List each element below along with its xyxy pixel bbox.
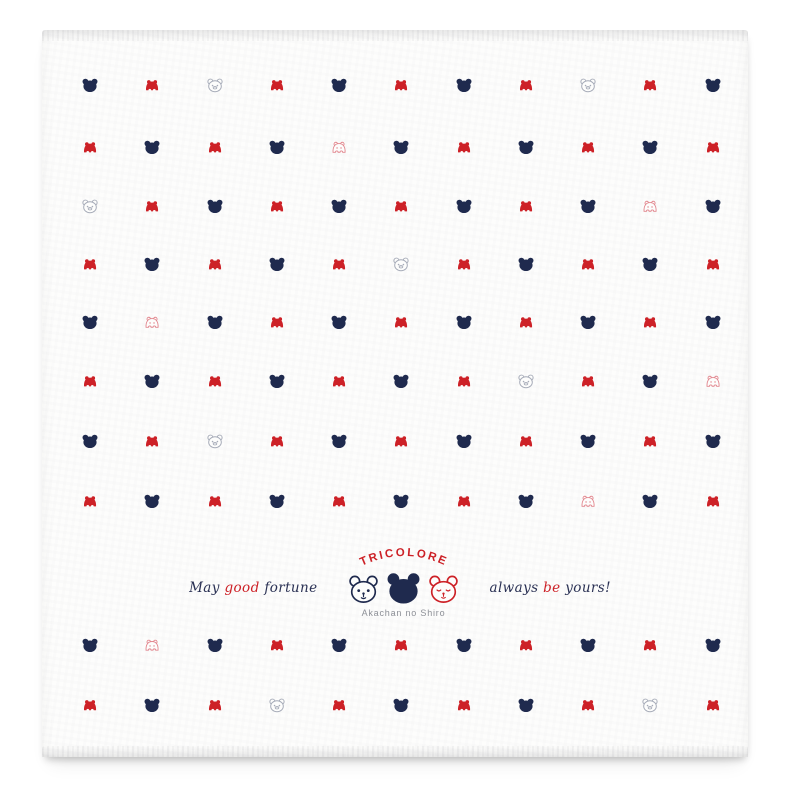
navy-solid-bear-icon <box>387 573 420 604</box>
fortune-word-accent: be <box>543 580 561 596</box>
tricolore-arc-label: TRICOLORE <box>358 547 450 569</box>
red-outline-bear-icon <box>429 575 458 603</box>
fortune-text-left: May good fortune <box>189 580 317 596</box>
emblem-bear-row <box>347 572 460 605</box>
emblem-bears: TRICOLORE <box>329 543 479 618</box>
fortune-word: May <box>189 580 220 596</box>
towel-top-hem <box>42 30 748 41</box>
fortune-word: always <box>489 580 539 596</box>
svg-text:TRICOLORE: TRICOLORE <box>358 547 450 569</box>
fortune-word-accent: good <box>224 580 260 596</box>
center-emblem: May good fortune TRICOLORE <box>0 543 800 618</box>
fortune-text-right: always be yours! <box>490 580 611 596</box>
towel-bottom-hem <box>42 746 748 757</box>
fortune-word: fortune <box>264 580 318 596</box>
fortune-word: yours! <box>565 580 611 596</box>
navy-outline-bear-icon <box>349 575 378 603</box>
tricolore-label: TRICOLORE <box>358 547 447 569</box>
towel <box>42 30 748 757</box>
brand-label: Akachan no Shiro <box>361 608 446 618</box>
